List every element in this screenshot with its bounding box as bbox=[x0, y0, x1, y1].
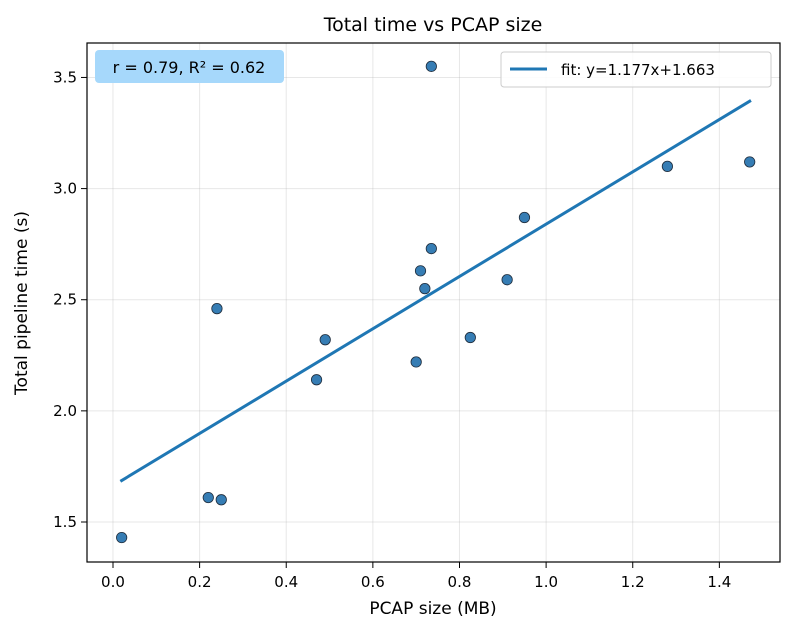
data-point bbox=[464, 331, 476, 344]
fit-layer bbox=[119, 99, 752, 483]
data-point bbox=[518, 211, 531, 224]
grid bbox=[87, 43, 780, 562]
data-point bbox=[419, 283, 431, 295]
y-axis-ticks: 1.5 2.0 2.5 3.0 3.5 bbox=[53, 68, 87, 531]
legend-box bbox=[500, 51, 772, 88]
stats-annotation: r = 0.79, R² = 0.62 bbox=[95, 50, 284, 83]
data-point bbox=[116, 531, 128, 544]
chart-title: Total time vs PCAP size bbox=[323, 14, 543, 36]
y-axis-label: Total pipeline time (s) bbox=[12, 211, 32, 396]
x-tick-label: 0.0 bbox=[101, 573, 125, 591]
y-tick-label: 2.5 bbox=[53, 291, 77, 309]
x-tick-label: 1.4 bbox=[707, 573, 731, 591]
plot-frame bbox=[86, 42, 781, 563]
x-tick-label: 0.2 bbox=[188, 573, 212, 591]
y-tick-label: 1.5 bbox=[53, 513, 77, 531]
fit-line bbox=[119, 99, 752, 483]
x-axis-label: PCAP size (MB) bbox=[369, 599, 496, 619]
legend: fit: y=1.177x+1.663 bbox=[500, 51, 772, 88]
x-tick-label: 0.6 bbox=[361, 573, 385, 591]
data-point bbox=[414, 265, 427, 277]
data-point bbox=[215, 494, 227, 506]
data-point bbox=[202, 491, 214, 504]
legend-fit-label: fit: y=1.177x+1.663 bbox=[561, 61, 715, 79]
data-point bbox=[319, 334, 331, 346]
points-layer bbox=[116, 60, 756, 544]
data-point bbox=[310, 374, 323, 386]
x-tick-label: 0.4 bbox=[274, 573, 298, 591]
y-tick-label: 2.0 bbox=[53, 402, 77, 420]
x-tick-label: 1.0 bbox=[534, 573, 558, 591]
stats-annotation-text: r = 0.79, R² = 0.62 bbox=[113, 58, 266, 77]
y-tick-label: 3.5 bbox=[53, 68, 77, 86]
x-tick-label: 0.8 bbox=[448, 573, 472, 591]
data-point bbox=[425, 242, 437, 255]
data-point bbox=[410, 356, 422, 368]
stats-annotation-box bbox=[95, 50, 284, 83]
data-point bbox=[211, 303, 223, 315]
x-axis-ticks: 0.0 0.2 0.4 0.6 0.8 1.0 1.2 1.4 bbox=[101, 562, 731, 591]
data-point bbox=[425, 60, 437, 72]
x-tick-label: 1.2 bbox=[621, 573, 645, 591]
data-point bbox=[744, 156, 756, 168]
data-point bbox=[501, 274, 513, 286]
y-tick-label: 3.0 bbox=[53, 180, 77, 198]
data-point bbox=[661, 160, 673, 172]
